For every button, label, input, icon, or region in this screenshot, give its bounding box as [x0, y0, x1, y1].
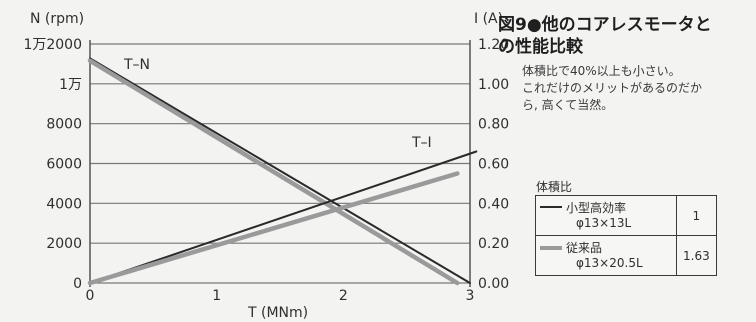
legend-name-old: 従来品 — [566, 241, 603, 255]
table-row: 小型高効率 φ13×13L 1 — [535, 195, 717, 236]
legend-name-new: 小型高効率 — [566, 201, 627, 215]
y-tick-left-label: 4000 — [46, 196, 82, 212]
description-line-3: ら, 高くて当然。 — [522, 98, 614, 112]
y-tick-left-label: 1万2000 — [23, 37, 82, 53]
y-tick-left-label: 1万 — [59, 77, 82, 93]
y-tick-left-label: 0 — [73, 276, 82, 292]
series-line-t-i-old — [87, 171, 460, 286]
figure-description: 体積比で40%以上も小さい。 これだけのメリットがあるのだか ら, 高くて当然。 — [522, 63, 752, 114]
y-axis-left-label: N (rpm) — [30, 11, 85, 27]
volume-ratio-table: 小型高効率 φ13×13L 1 従来品 φ13×20.5L 1.63 — [535, 195, 717, 276]
ratio-old: 1.63 — [676, 235, 717, 276]
y-tick-right-label: 0.60 — [478, 157, 509, 173]
x-tick-label: 3 — [466, 288, 475, 304]
legend-cell-old: 従来品 φ13×20.5L — [535, 235, 677, 276]
x-axis-label: T (MNm) — [248, 305, 309, 321]
y-tick-left-label: 2000 — [46, 236, 82, 252]
legend-cell-new: 小型高効率 φ13×13L — [535, 195, 677, 236]
ratio-new: 1 — [676, 195, 717, 236]
y-tick-right-label: 1.00 — [478, 77, 509, 93]
annotation-t-i: T–I — [412, 135, 432, 151]
series-line-t-n-new — [89, 57, 471, 284]
y-tick-left-label: 6000 — [46, 157, 82, 173]
figure-title: 図9●他のコアレスモータと の性能比較 — [498, 14, 712, 58]
y-tick-right-label: 1.20 — [478, 37, 509, 53]
y-tick-left-label: 8000 — [46, 117, 82, 133]
y-axis-right-label: I (A) — [474, 11, 504, 27]
x-tick-label: 0 — [86, 288, 95, 304]
y-tick-right-label: 0.40 — [478, 196, 509, 212]
y-tick-right-label: 0.80 — [478, 117, 509, 133]
x-tick-label: 1 — [212, 288, 221, 304]
figure-title-line-1: 図9●他のコアレスモータと — [498, 15, 712, 35]
series-line-t-i-new — [89, 150, 478, 284]
figure-title-line-2: の性能比較 — [498, 37, 583, 57]
y-tick-right-label: 0.00 — [478, 276, 509, 292]
series-line-t-n-old — [87, 58, 460, 286]
table-row: 従来品 φ13×20.5L 1.63 — [535, 235, 717, 276]
volume-table-caption: 体積比 — [536, 180, 573, 194]
legend-line-old — [540, 246, 562, 250]
y-tick-right-label: 0.20 — [478, 236, 509, 252]
legend-size-old: φ13×20.5L — [576, 256, 643, 270]
x-tick-label: 2 — [339, 288, 348, 304]
legend-line-new — [540, 206, 562, 208]
legend-size-new: φ13×13L — [576, 216, 632, 230]
description-line-1: 体積比で40%以上も小さい。 — [522, 64, 681, 78]
annotation-t-n: T–N — [124, 57, 151, 73]
description-line-2: これだけのメリットがあるのだか — [522, 81, 703, 95]
